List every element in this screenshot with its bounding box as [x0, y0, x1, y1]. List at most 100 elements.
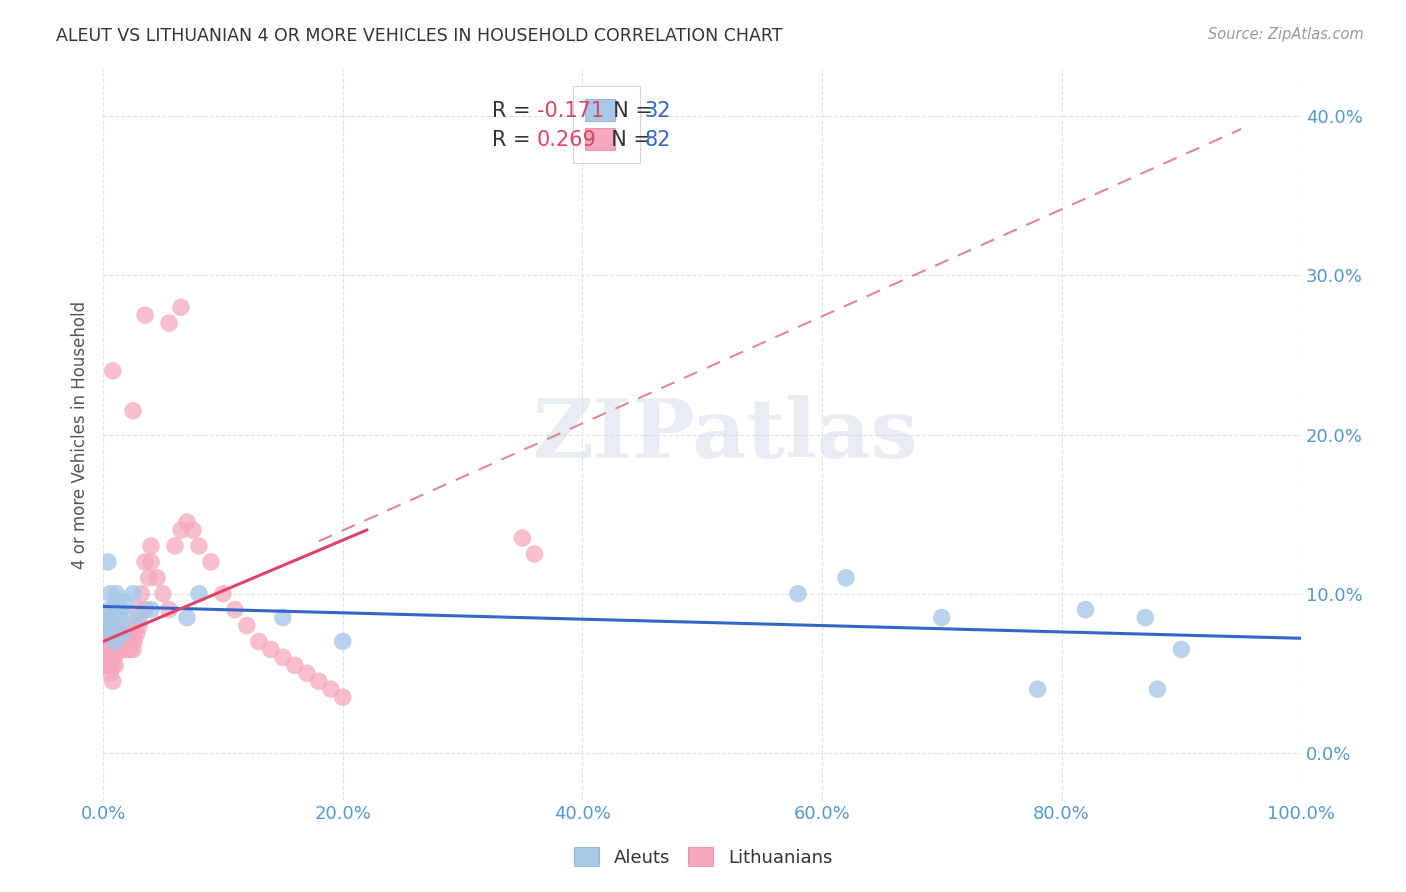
Point — [170, 523, 193, 537]
Point — [188, 539, 211, 553]
Point — [110, 626, 132, 640]
Text: N =: N = — [600, 102, 659, 121]
Point — [98, 658, 121, 673]
Point — [96, 650, 118, 665]
Point — [110, 642, 132, 657]
Point — [122, 642, 145, 657]
Point — [112, 642, 135, 657]
Point — [295, 666, 318, 681]
Point — [122, 587, 145, 601]
Point — [104, 642, 127, 657]
Point — [118, 634, 141, 648]
Point — [96, 634, 118, 648]
Point — [107, 618, 129, 632]
Point — [111, 634, 134, 648]
Point — [128, 602, 150, 616]
Point — [100, 634, 122, 648]
Point — [139, 602, 162, 616]
Point — [104, 658, 127, 673]
Point — [101, 602, 124, 616]
Point — [124, 634, 146, 648]
Point — [98, 602, 121, 616]
Point — [835, 571, 858, 585]
Point — [107, 634, 129, 648]
Point — [98, 587, 121, 601]
Text: ZIPatlas: ZIPatlas — [533, 394, 920, 475]
Point — [332, 634, 354, 648]
Point — [236, 618, 259, 632]
Text: 32: 32 — [644, 102, 671, 121]
Point — [332, 690, 354, 705]
Point — [105, 626, 128, 640]
Point — [105, 642, 128, 657]
Point — [512, 531, 534, 545]
Point — [224, 602, 246, 616]
Text: R =: R = — [492, 130, 537, 150]
Point — [1074, 602, 1097, 616]
Point — [114, 595, 136, 609]
Point — [284, 658, 307, 673]
Point — [1170, 642, 1192, 657]
Point — [98, 666, 121, 681]
Point — [121, 634, 143, 648]
Point — [97, 626, 120, 640]
Point — [122, 626, 145, 640]
Text: N =: N = — [598, 130, 658, 150]
Point — [125, 626, 148, 640]
Point — [931, 610, 953, 624]
Point — [212, 587, 235, 601]
Point — [117, 626, 139, 640]
Point — [103, 650, 125, 665]
Point — [131, 587, 153, 601]
Text: -0.171: -0.171 — [537, 102, 605, 121]
Point — [787, 587, 810, 601]
Point — [97, 658, 120, 673]
Point — [114, 626, 136, 640]
Text: Source: ZipAtlas.com: Source: ZipAtlas.com — [1208, 27, 1364, 42]
Point — [152, 587, 174, 601]
Point — [103, 626, 125, 640]
Point — [122, 403, 145, 417]
Point — [107, 595, 129, 609]
Point — [157, 316, 180, 330]
Point — [134, 602, 156, 616]
Point — [115, 634, 138, 648]
Point — [247, 634, 270, 648]
Point — [271, 650, 294, 665]
Point — [108, 634, 131, 648]
Point — [271, 610, 294, 624]
Text: 82: 82 — [644, 130, 671, 150]
Point — [98, 626, 121, 640]
Point — [94, 658, 117, 673]
Point — [128, 618, 150, 632]
Point — [101, 658, 124, 673]
Y-axis label: 4 or more Vehicles in Household: 4 or more Vehicles in Household — [72, 301, 89, 568]
Point — [103, 634, 125, 648]
Text: R =: R = — [492, 102, 537, 121]
Point — [104, 634, 127, 648]
Point — [98, 634, 121, 648]
Point — [115, 642, 138, 657]
Point — [98, 650, 121, 665]
Point — [1026, 682, 1049, 697]
Point — [98, 642, 121, 657]
Point — [1146, 682, 1168, 697]
Text: 0.269: 0.269 — [537, 130, 596, 150]
Point — [97, 642, 120, 657]
Point — [101, 626, 124, 640]
Point — [101, 674, 124, 689]
Point — [96, 610, 118, 624]
Point — [260, 642, 283, 657]
Point — [1135, 610, 1157, 624]
Point — [104, 626, 127, 640]
Point — [308, 674, 330, 689]
Point — [146, 571, 169, 585]
Point — [134, 308, 156, 322]
Point — [107, 642, 129, 657]
Point — [188, 587, 211, 601]
Point — [134, 555, 156, 569]
Point — [115, 610, 138, 624]
Point — [107, 626, 129, 640]
Point — [100, 610, 122, 624]
Point — [181, 523, 204, 537]
